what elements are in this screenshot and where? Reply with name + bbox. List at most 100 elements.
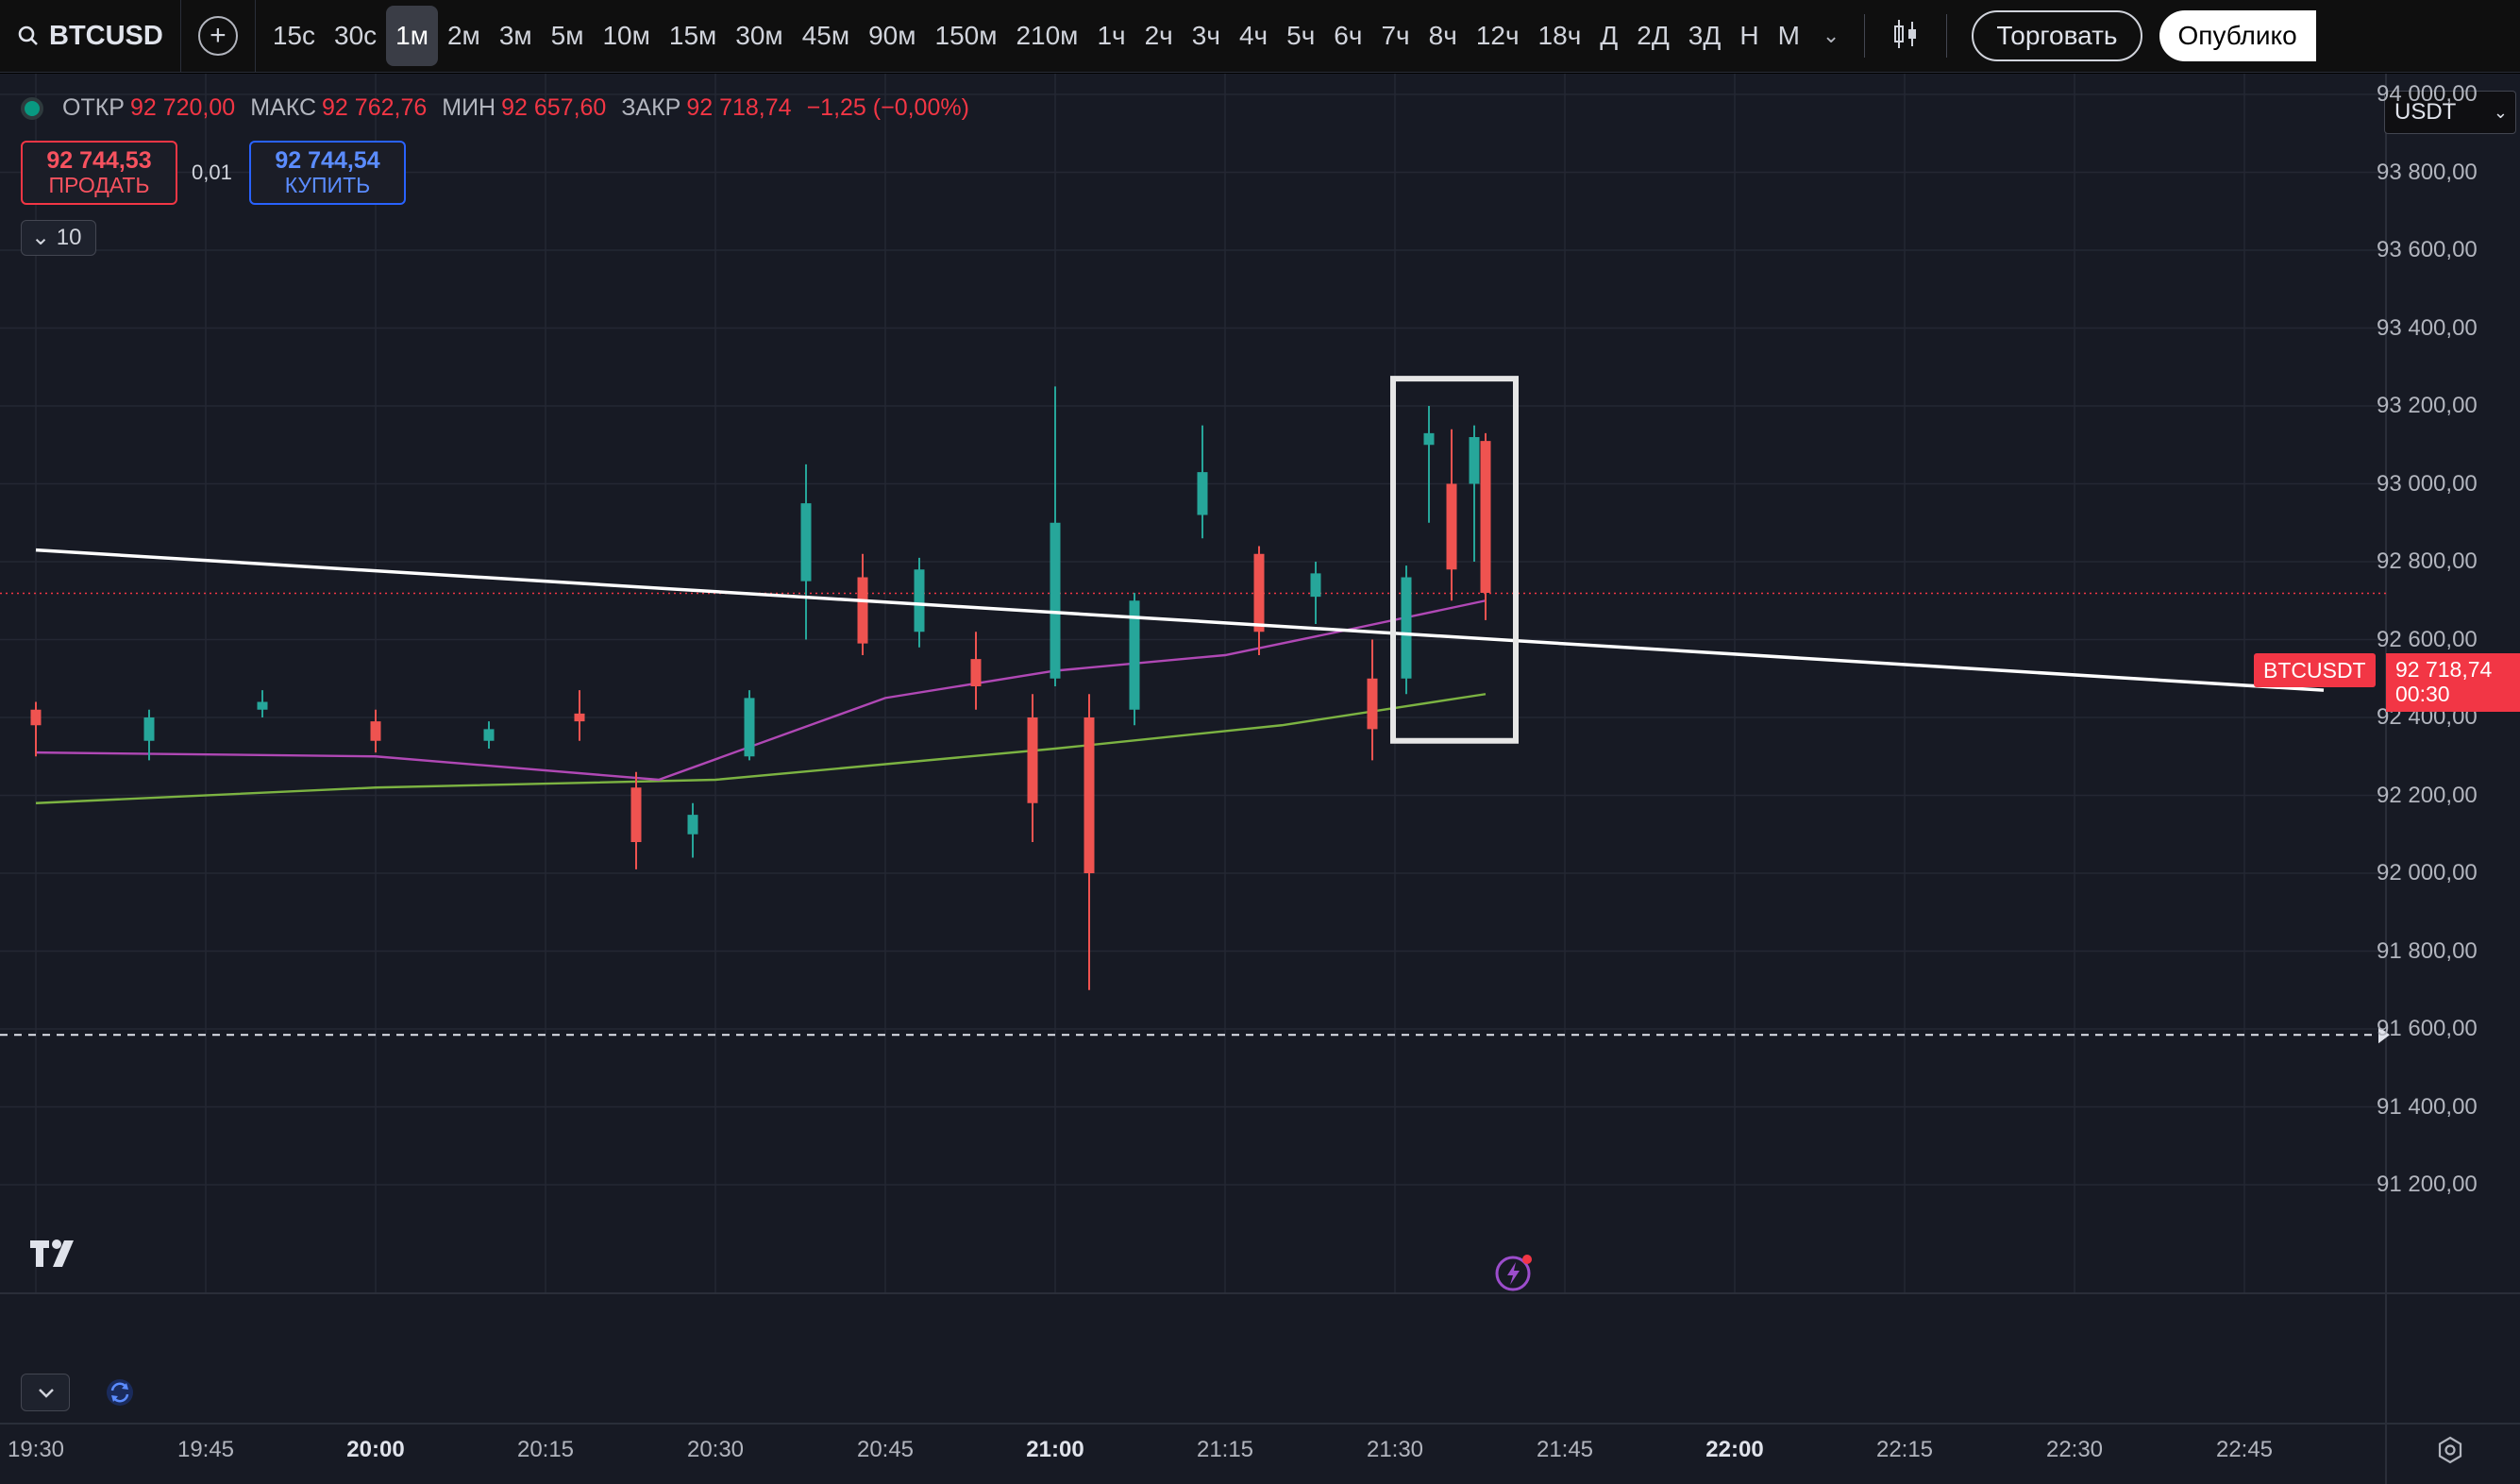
candle-body [1129,600,1140,710]
interval-Н[interactable]: Н [1739,21,1759,50]
last-price-value: 92 718,74 [2395,657,2493,682]
candle-body [1197,472,1208,515]
interval-4ч[interactable]: 4ч [1238,21,1268,50]
price-axis-label: 91 600,00 [2377,1016,2478,1041]
tradingview-logo[interactable] [28,1237,85,1275]
price-axis-label: 93 800,00 [2377,159,2478,185]
chevron-down-icon: ⌄ [31,225,51,250]
candle-body [1084,717,1095,873]
interval-150м[interactable]: 150м [934,21,998,50]
candle-body [1446,483,1457,570]
price-axis-label: 92 800,00 [2377,548,2478,574]
lightning-alert-icon[interactable] [1493,1250,1537,1298]
interval-3м[interactable]: 3м [498,21,532,50]
trade-button[interactable]: Торговать [1972,10,2142,61]
open-value: 92 720,00 [129,94,236,121]
symbol-search[interactable]: BTCUSD [0,0,181,72]
interval-18ч[interactable]: 18ч [1537,21,1582,50]
interval-7ч[interactable]: 7ч [1381,21,1410,50]
refresh-icon[interactable] [104,1376,136,1413]
low-label: МИН [442,94,496,121]
time-axis-label: 21:15 [1196,1437,1254,1462]
interval-2ч[interactable]: 2ч [1144,21,1173,50]
time-axis[interactable]: 19:30 19:45 20:00 20:15 20:30 20:45 21:00 21:15… [0,1424,2388,1484]
candle-body [687,815,698,835]
chevron-down-icon [39,1389,54,1398]
interval-30м[interactable]: 30м [735,21,783,50]
time-axis-label: 22:15 [1875,1437,1934,1462]
price-axis-label: 93 600,00 [2377,237,2478,262]
interval-30с[interactable]: 30с [334,21,378,50]
chevron-down-icon[interactable]: ⌄ [1822,24,1840,47]
highlight-rectangle [1390,376,1519,744]
time-axis-label: 19:30 [7,1437,65,1462]
interval-210м[interactable]: 210м [1016,21,1079,50]
compare-add-button[interactable]: + [197,16,238,56]
price-axis-label: 93 000,00 [2377,470,2478,497]
sell-button[interactable]: 92 744,53 ПРОДАТЬ [21,141,177,205]
interval-8ч[interactable]: 8ч [1428,21,1457,50]
price-axis-label: 92 600,00 [2377,626,2478,652]
interval-12ч[interactable]: 12ч [1475,21,1520,50]
time-axis-label: 21:30 [1366,1437,1424,1462]
candle-body [1050,522,1061,679]
indicators-toggle[interactable]: ⌄ 10 [21,220,96,256]
price-axis-label: 92 000,00 [2377,860,2478,885]
candle-body [257,701,268,710]
interval-15с[interactable]: 15с [272,21,315,50]
symbol-name: BTCUSD [49,20,163,51]
toolbar-divider [1864,14,1866,58]
close-value: 92 718,74 [686,94,792,121]
interval-3Д[interactable]: 3Д [1688,21,1722,50]
currency-select[interactable]: USDT ⌄ [2384,91,2516,134]
last-price-symbol-badge: BTCUSDT [2254,653,2376,687]
change-value: −1,25 (−0,00%) [806,94,969,121]
interval-3ч[interactable]: 3ч [1191,21,1220,50]
buy-button[interactable]: 92 744,54 КУПИТЬ [249,141,406,205]
price-chart[interactable] [0,74,2520,1484]
interval-2Д[interactable]: 2Д [1637,21,1670,50]
time-axis-label: 21:45 [1536,1437,1594,1462]
plus-icon: + [210,20,227,51]
trendline [35,548,2325,692]
interval-bar: 15с 30с 1м 2м 3м 5м 10м 15м 30м 45м 90м 150м 210м 1ч 2… [254,0,1809,72]
indicators-count: 10 [56,225,82,250]
toolbar-divider [1946,14,1948,58]
interval-5ч[interactable]: 5ч [1286,21,1316,50]
interval-5м[interactable]: 5м [550,21,584,50]
candle-body [1469,437,1480,484]
publish-button[interactable]: Опублико [2159,10,2316,61]
bar-countdown: 00:30 [2395,682,2450,706]
price-axis-label: 93 400,00 [2377,314,2478,341]
chevron-down-icon: ⌄ [2493,103,2508,122]
price-axis-label: 91 400,00 [2377,1093,2478,1120]
candle-body [857,577,868,644]
interval-10м[interactable]: 10м [602,21,650,50]
market-status-icon [21,96,43,120]
interval-1ч[interactable]: 1ч [1097,21,1126,50]
interval-45м[interactable]: 45м [801,21,850,50]
candle-body [30,709,42,726]
interval-15м[interactable]: 15м [668,21,717,50]
search-icon [17,25,40,47]
candle-body [1401,577,1412,679]
time-axis-label: 20:45 [856,1437,915,1462]
chart-area[interactable] [0,74,2520,1484]
interval-90м[interactable]: 90м [868,21,916,50]
interval-М[interactable]: М [1777,21,1800,50]
candle-body [914,569,925,632]
price-axis-label: 91 800,00 [2377,937,2478,964]
interval-1м[interactable]: 1м [386,6,438,66]
candle-body [1310,573,1321,598]
interval-Д[interactable]: Д [1600,21,1619,50]
high-label: МАКС [250,94,317,121]
close-label: ЗАКР [621,94,681,121]
time-axis-label: 22:00 [1705,1437,1764,1462]
candles-icon[interactable] [1876,18,1935,55]
interval-6ч[interactable]: 6ч [1334,21,1363,50]
navigation-toggle-button[interactable] [21,1374,70,1411]
candle-body [574,713,585,722]
gear-icon[interactable] [2435,1435,2465,1470]
moving-average-fast [35,599,1487,782]
interval-2м[interactable]: 2м [446,21,480,50]
